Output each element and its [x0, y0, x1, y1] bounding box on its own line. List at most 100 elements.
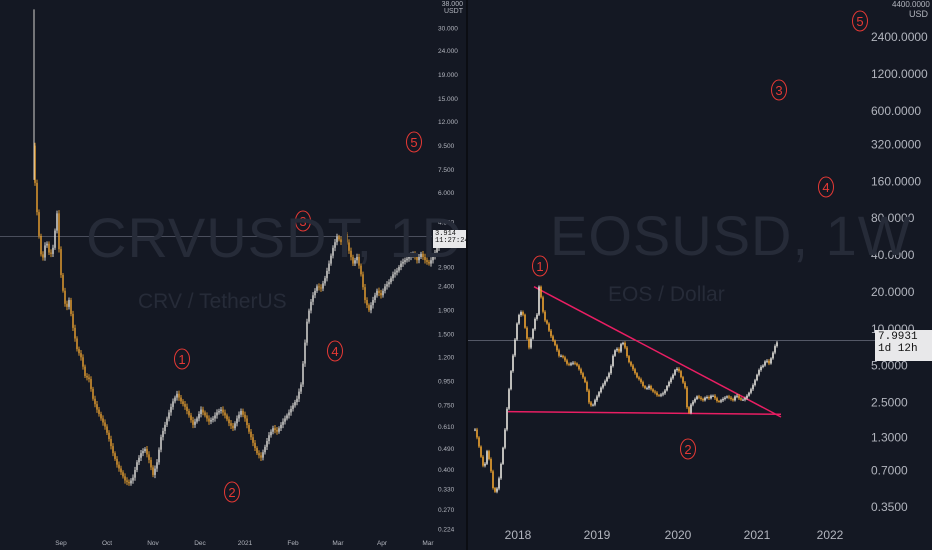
wave-marker-circle	[174, 348, 190, 370]
wave-marker-label: 1	[178, 352, 185, 367]
candle-body	[154, 468, 156, 475]
wave-marker-label: 5	[410, 135, 417, 150]
candle-body	[644, 386, 646, 389]
candle-body	[220, 409, 222, 411]
candle-body	[156, 462, 158, 469]
candle-body	[728, 396, 730, 398]
candle-body	[336, 236, 338, 243]
candle-body	[86, 375, 88, 378]
candle-body	[748, 392, 750, 396]
candle-body	[108, 432, 110, 439]
candle-body	[344, 234, 346, 239]
candle-body	[580, 369, 582, 374]
candle-body	[486, 451, 488, 464]
x-tick-label: Oct	[102, 540, 112, 547]
x-tick-label: 2018	[505, 528, 532, 542]
candle-body	[716, 398, 718, 402]
crvusdt-chart-panel[interactable]: CRVUSDT, 1D CRV / TetherUS 30.000 24.000 1…	[0, 0, 466, 550]
candle-body	[500, 463, 502, 479]
candle-body	[190, 415, 192, 421]
candle-body	[632, 365, 634, 370]
candle-body	[272, 428, 274, 432]
y-tick-label: 1.500	[438, 332, 455, 339]
candle-body	[116, 458, 118, 465]
price-axis-top-label: 38.000 USDT	[441, 1, 463, 15]
candle-body	[608, 373, 610, 378]
candle-body	[302, 363, 304, 385]
candle-body	[118, 464, 120, 469]
y-tick-label: 1200.0000	[871, 67, 928, 81]
candle-body	[262, 452, 264, 458]
candle-body	[160, 437, 162, 450]
candle-body	[140, 453, 142, 458]
pair-watermark: CRV / TetherUS	[138, 290, 287, 313]
eosusd-chart-panel[interactable]: EOSUSD, 1W EOS / Dollar 2400.0000 1200.00…	[468, 0, 932, 550]
candle-body	[252, 437, 254, 443]
candle-body	[392, 274, 394, 279]
candle-body	[506, 408, 508, 430]
candle-body	[420, 253, 422, 258]
wave-marker-circle	[224, 481, 240, 503]
candle-body	[418, 257, 420, 261]
candle-body	[326, 270, 328, 279]
candle-body	[74, 327, 76, 339]
candle-body	[366, 300, 368, 306]
candle-body	[346, 234, 348, 243]
candle-body	[474, 429, 476, 431]
candle-body	[104, 422, 106, 427]
candle-body	[94, 398, 96, 405]
candle-body	[612, 355, 614, 367]
candle-body	[610, 366, 612, 374]
candle-body	[380, 293, 382, 296]
candle-body	[60, 249, 62, 275]
candle-body	[434, 252, 436, 257]
candle-body	[58, 213, 60, 250]
candle-body	[544, 311, 546, 321]
candle-body	[662, 393, 664, 395]
candle-body	[42, 254, 44, 258]
candle-body	[714, 395, 716, 399]
candle-body	[746, 395, 748, 399]
candle-body	[370, 305, 372, 311]
candle-body	[144, 448, 146, 452]
y-tick-label: 9.500	[438, 143, 455, 150]
candle-body	[574, 362, 576, 364]
candle-body	[226, 415, 228, 420]
candle-body	[600, 387, 602, 393]
candle-body	[754, 380, 756, 386]
candle-body	[36, 182, 38, 213]
candle-body	[228, 419, 230, 424]
pair-watermark: EOS / Dollar	[608, 283, 725, 306]
candle-body	[316, 286, 318, 291]
candle-body	[88, 377, 90, 380]
candle-body	[150, 459, 152, 468]
candle-body	[518, 314, 520, 324]
candle-body	[706, 396, 708, 398]
candle-body	[726, 396, 728, 398]
y-tick-label: 1.900	[438, 308, 455, 315]
candle-body	[180, 397, 182, 402]
y-tick-label: 2400.0000	[871, 30, 928, 44]
candle-body	[306, 321, 308, 343]
candle-body	[596, 396, 598, 401]
candle-body	[66, 303, 68, 307]
candle-body	[740, 398, 742, 400]
candle-body	[192, 420, 194, 425]
eosusd-chart[interactable]: 2400.00001200.0000600.0000320.0000160.00…	[468, 0, 932, 550]
candle-body	[282, 421, 284, 425]
crvusdt-chart[interactable]: 30.000 24.000 19.000 15.000 12.000 9.500 7.500…	[0, 0, 466, 550]
candle-body	[350, 250, 352, 258]
candle-body	[356, 256, 358, 261]
candle-body	[552, 336, 554, 341]
candle-body	[368, 305, 370, 311]
y-tick-label: 600.0000	[871, 104, 921, 118]
candle-body	[300, 384, 302, 392]
candle-body	[136, 462, 138, 470]
candle-body	[562, 355, 564, 358]
y-tick-label: 80.0000	[871, 211, 915, 225]
candle-body	[238, 414, 240, 419]
candle-body	[210, 420, 212, 422]
candle-body	[566, 360, 568, 364]
candle-body	[146, 448, 148, 455]
wave-marker-label: 2	[228, 485, 235, 500]
